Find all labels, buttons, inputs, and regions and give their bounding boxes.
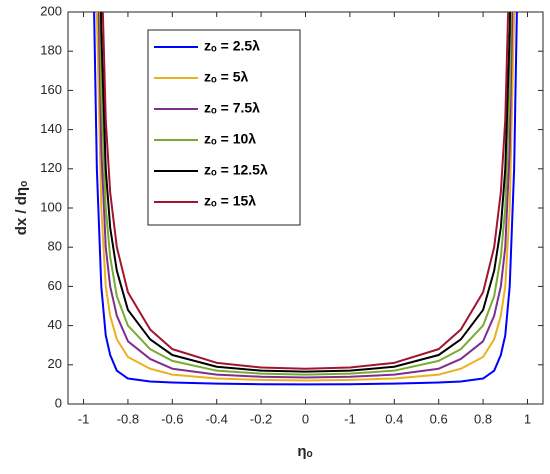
y-tick-label: 40	[48, 317, 62, 332]
y-axis-label: dx / dηₒ	[13, 181, 30, 236]
legend-label: zₒ = 15λ	[204, 193, 256, 209]
x-axis-label: ηₒ	[297, 443, 312, 460]
legend-label: zₒ = 5λ	[204, 69, 248, 85]
y-tick-label: 140	[40, 121, 62, 136]
y-tick-label: 80	[48, 239, 62, 254]
series-line	[97, 12, 514, 379]
series-line	[93, 12, 518, 386]
plot-frame	[67, 11, 544, 405]
series-line	[100, 12, 511, 373]
x-tick-label: 0.4	[385, 411, 403, 426]
x-tick-label: 1	[524, 411, 531, 426]
legend-label: zₒ = 12.5λ	[204, 162, 268, 178]
y-tick-label: 0	[55, 395, 62, 410]
y-tick-label: 180	[40, 43, 62, 58]
y-tick-label: 100	[40, 199, 62, 214]
legend-box	[147, 29, 301, 226]
x-tick-label: 0.8	[474, 411, 492, 426]
legend-label: zₒ = 2.5λ	[204, 38, 260, 54]
y-tick-label: 20	[48, 356, 62, 371]
legend-label: zₒ = 7.5λ	[204, 100, 260, 116]
series-line	[95, 12, 516, 382]
x-tick-label: -0.2	[250, 411, 272, 426]
y-tick-label: 60	[48, 278, 62, 293]
x-tick-label: -1	[78, 411, 90, 426]
series-line	[101, 12, 510, 370]
y-tick-label: 200	[40, 3, 62, 18]
y-tick-label: 160	[40, 82, 62, 97]
x-tick-label: -1	[344, 411, 356, 426]
series-line	[99, 12, 512, 376]
plot-lines	[93, 12, 518, 386]
x-tick-label: 0	[302, 411, 309, 426]
x-tick-label: -0.6	[161, 411, 183, 426]
legend-label: zₒ = 10λ	[204, 131, 256, 147]
x-tick-label: -0.8	[117, 411, 139, 426]
y-tick-label: 120	[40, 160, 62, 175]
x-tick-label: 0.6	[430, 411, 448, 426]
x-tick-label: -0.4	[206, 411, 228, 426]
